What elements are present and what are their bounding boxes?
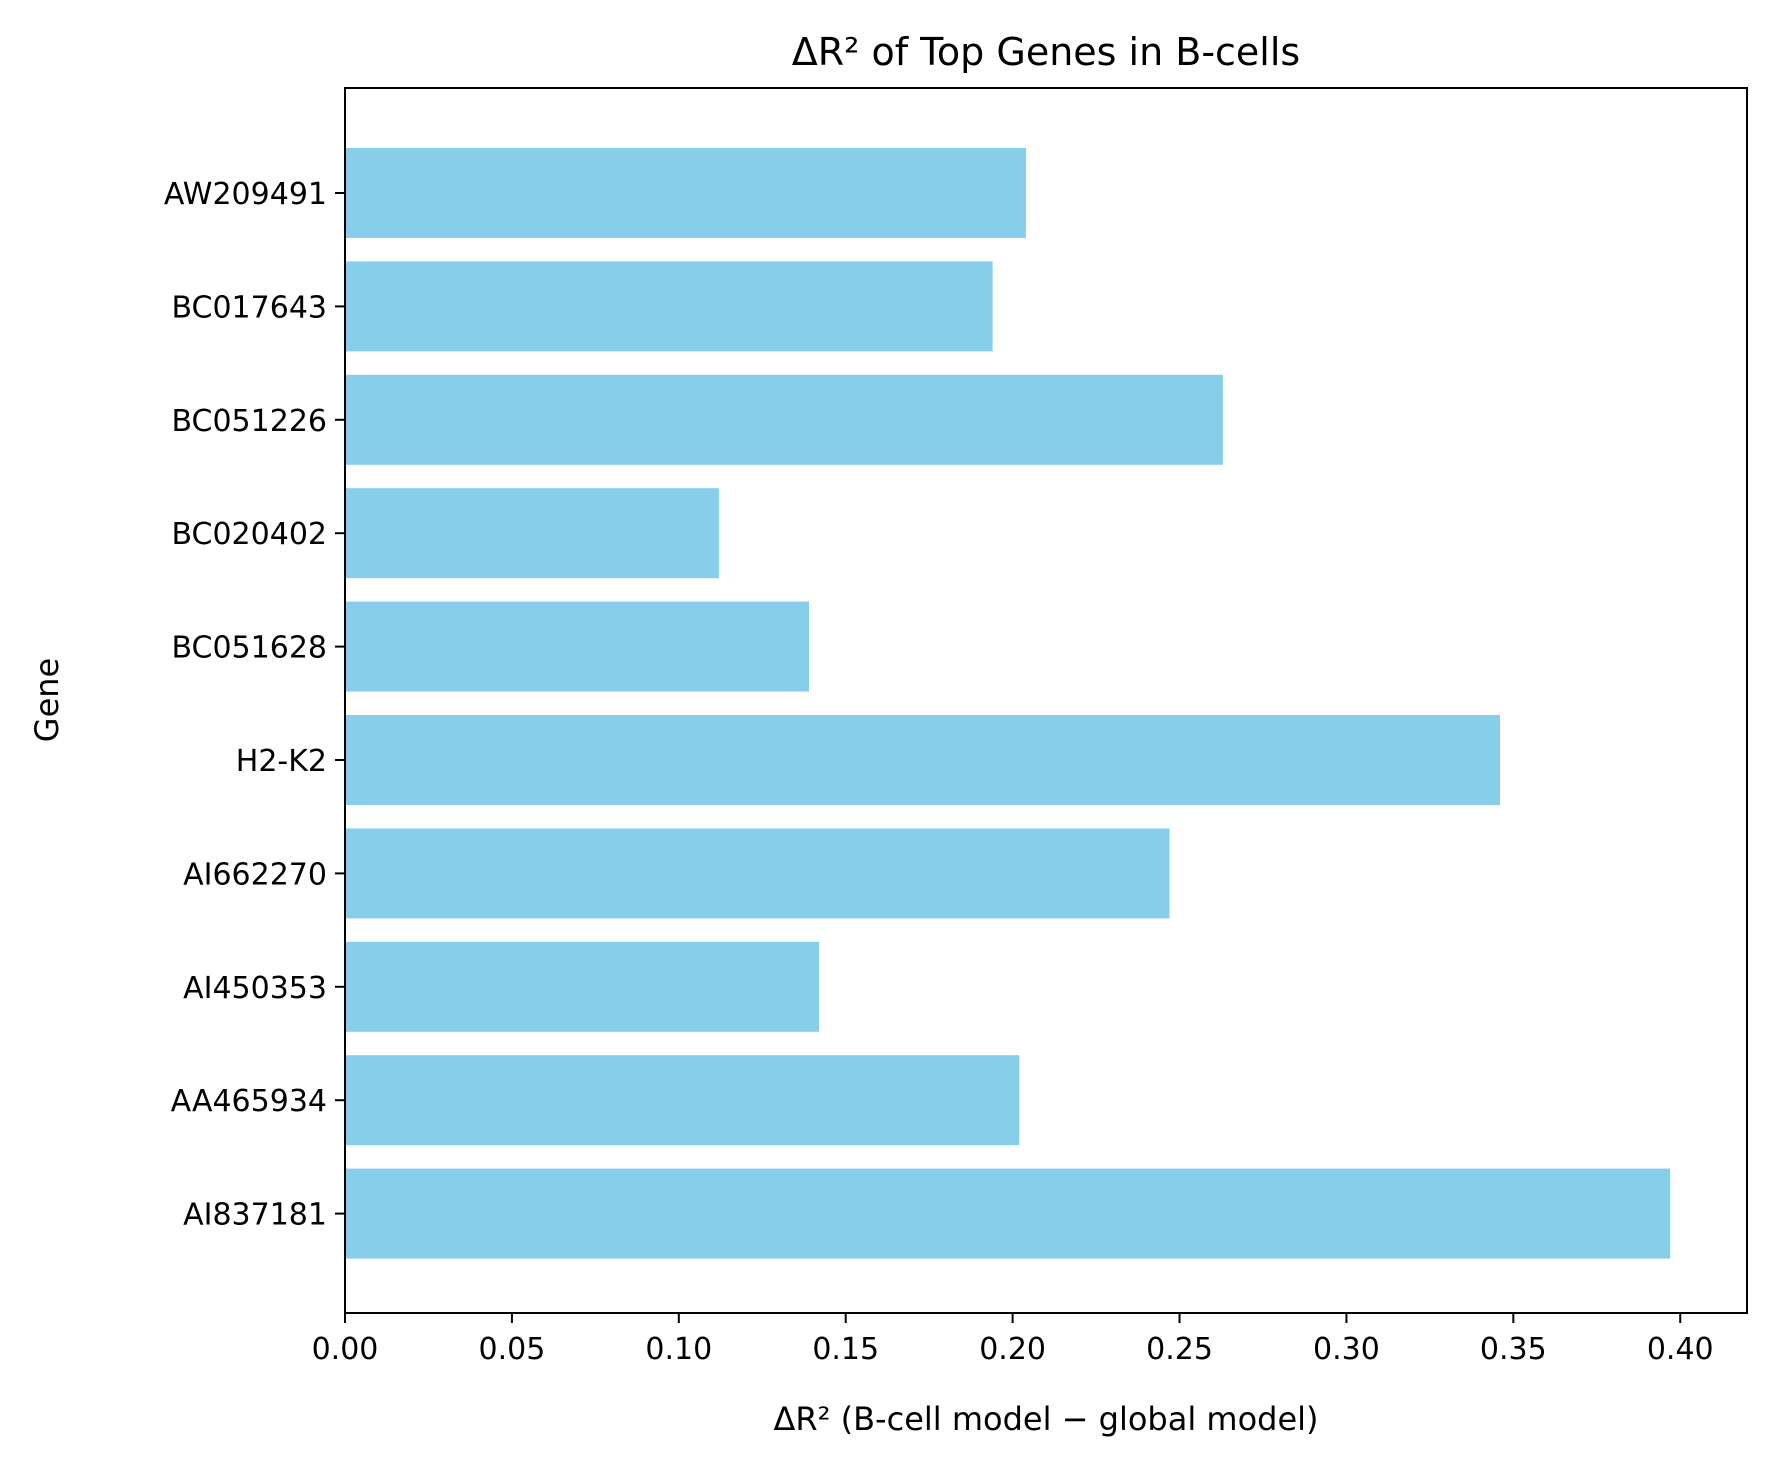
x-tick-label: 0.35 <box>1480 1332 1547 1367</box>
x-tick-label: 0.30 <box>1313 1332 1380 1367</box>
y-tick-label: AA465934 <box>171 1084 327 1119</box>
bar-ai662270 <box>345 828 1170 919</box>
plot-frame <box>344 87 1748 1314</box>
x-tick-label: 0.10 <box>645 1332 712 1367</box>
bar-ai450353 <box>345 941 820 1032</box>
y-tick-label: BC020402 <box>171 517 327 552</box>
y-tick-label: BC017643 <box>171 290 327 325</box>
y-tick-label: BC051226 <box>171 404 327 439</box>
y-tick-label: AI450353 <box>183 971 327 1006</box>
x-tick-label: 0.20 <box>979 1332 1046 1367</box>
y-tick-label: AW209491 <box>164 177 327 212</box>
bars-layer <box>345 148 1671 1259</box>
y-tick-label: BC051628 <box>171 631 327 666</box>
x-axis-label: ΔR² (B-cell model − global model) <box>773 1400 1318 1438</box>
bar-aa465934 <box>345 1055 1020 1146</box>
x-tick-label: 0.15 <box>812 1332 879 1367</box>
y-tick-label: AI662270 <box>183 857 327 892</box>
bar-h2-k2 <box>345 715 1500 805</box>
y-tick-label: H2-K2 <box>236 744 327 779</box>
y-tick-label: AI837181 <box>183 1198 327 1233</box>
y-axis-label: Gene <box>28 658 66 742</box>
bar-ai837181 <box>345 1168 1671 1259</box>
bar-bc017643 <box>345 261 993 352</box>
bar-bc020402 <box>345 488 719 579</box>
bar-bc051226 <box>345 374 1223 465</box>
x-tick-label: 0.40 <box>1647 1332 1714 1367</box>
x-tick-label: 0.05 <box>479 1332 546 1367</box>
chart-title: ΔR² of Top Genes in B-cells <box>792 30 1300 74</box>
x-tick-label: 0.25 <box>1146 1332 1213 1367</box>
bar-bc051628 <box>345 601 809 692</box>
y-axis: AW209491 BC017643 BC051226 BC020402 BC051628… <box>164 177 345 1233</box>
x-axis: 0.00 0.05 0.10 0.15 0.20 0.25 0.30 0.35 0.40 <box>312 1313 1714 1367</box>
bar-aw209491 <box>345 148 1026 238</box>
x-tick-label: 0.00 <box>312 1332 379 1367</box>
